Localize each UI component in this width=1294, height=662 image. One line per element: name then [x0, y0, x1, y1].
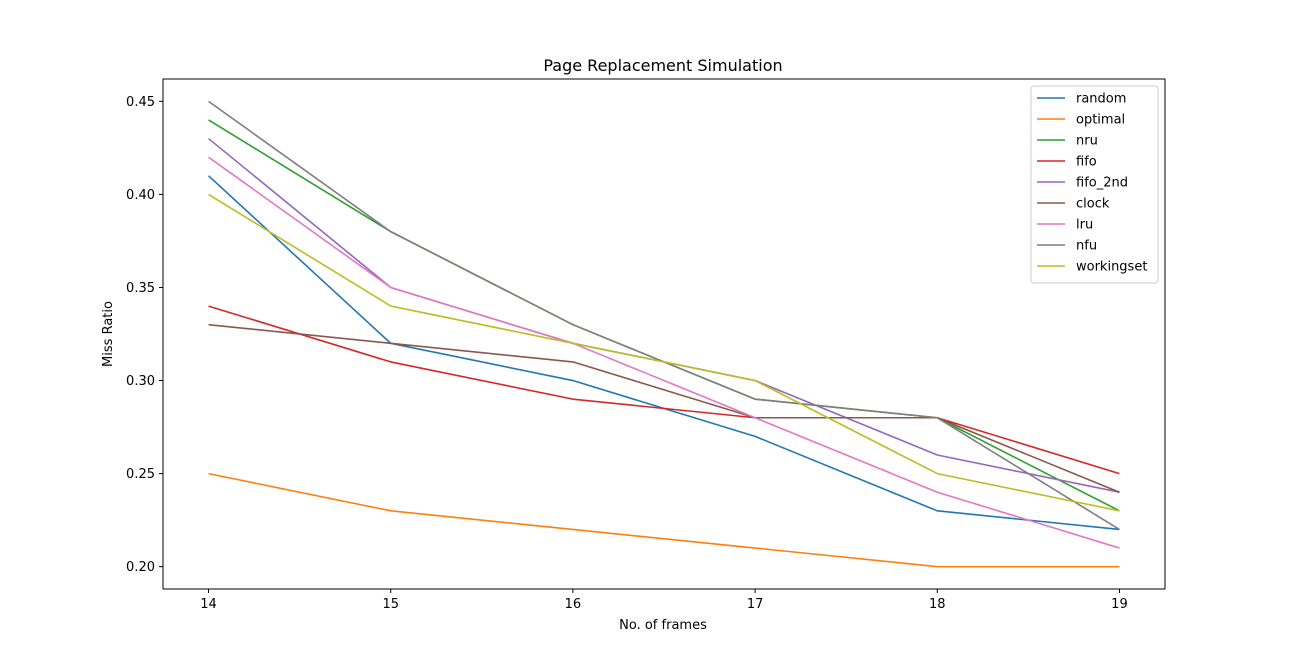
- legend-label: lru: [1076, 218, 1093, 233]
- x-tick-label: 15: [382, 597, 399, 612]
- x-tick-label: 17: [747, 597, 764, 612]
- plot-frame: [162, 78, 1166, 590]
- series-layer: [208, 100, 1120, 568]
- y-tick-label: 0.25: [126, 467, 155, 482]
- x-tick-label: 16: [565, 597, 582, 612]
- x-tick-label: 14: [200, 597, 217, 612]
- y-tick-label: 0.20: [126, 560, 155, 575]
- legend-label: optimal: [1076, 113, 1125, 128]
- series-line-lru: [208, 156, 1120, 549]
- legend-label: workingset: [1076, 260, 1147, 275]
- series-line-workingset: [208, 193, 1120, 512]
- series-line-fifo: [208, 305, 1120, 475]
- legend-label: nfu: [1076, 239, 1097, 254]
- legend-label: fifo: [1076, 155, 1097, 170]
- x-axis-title: No. of frames: [619, 618, 707, 633]
- x-tick-label: 19: [1111, 597, 1128, 612]
- legend-label: clock: [1076, 197, 1110, 212]
- x-tick-label: 18: [929, 597, 946, 612]
- legend-label: random: [1076, 92, 1126, 107]
- chart-title: Page Replacement Simulation: [543, 56, 782, 75]
- y-axis-title: Miss Ratio: [101, 301, 116, 367]
- series-line-nfu: [208, 100, 1120, 531]
- series-line-random: [208, 175, 1120, 531]
- y-tick-label: 0.30: [126, 374, 155, 389]
- y-tick-label: 0.45: [126, 95, 155, 110]
- series-line-nru: [208, 119, 1120, 512]
- series-line-clock: [208, 323, 1120, 493]
- series-line-fifo_2nd: [208, 137, 1120, 493]
- y-axis: 0.20 0.25 0.30 0.35 0.40 0.45: [126, 95, 163, 575]
- legend-label: fifo_2nd: [1076, 176, 1128, 191]
- series-line-optimal: [208, 472, 1120, 568]
- y-tick-label: 0.40: [126, 188, 155, 203]
- legend-box: [1030, 85, 1159, 284]
- y-tick-label: 0.35: [126, 281, 155, 296]
- x-axis: 14 15 16 17 18 19: [200, 589, 1128, 612]
- legend-label: nru: [1076, 134, 1098, 149]
